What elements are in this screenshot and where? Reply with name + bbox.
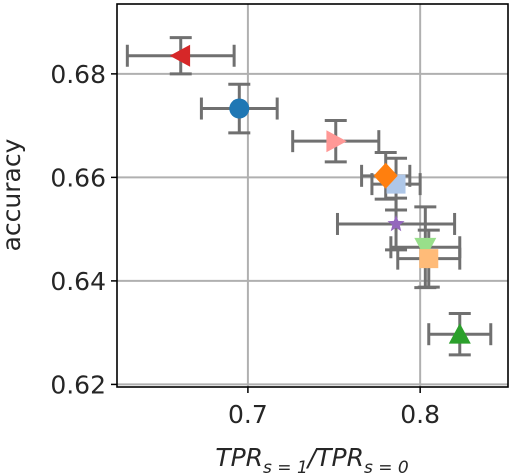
x-tick-label: 0.7 — [228, 400, 268, 429]
star-marker — [387, 215, 405, 232]
x-axis-label-base-2: TPR — [316, 443, 364, 472]
y-tick-label: 0.68 — [50, 60, 106, 89]
x-axis-label-sub-1: s = 1 — [263, 458, 308, 474]
x-axis-ticks: 0.7 0.8 — [228, 387, 440, 429]
triangle-down-marker — [414, 237, 437, 259]
grid-lines — [117, 4, 508, 387]
diamond-marker — [373, 162, 398, 189]
data-markers — [169, 44, 471, 344]
y-tick-label: 0.64 — [50, 267, 106, 296]
triangle-left-marker — [169, 44, 191, 67]
triangle-right-marker — [326, 130, 347, 153]
y-tick-label: 0.62 — [50, 370, 106, 399]
y-tick-label: 0.66 — [50, 163, 106, 192]
x-axis-label-separator: / — [306, 443, 319, 472]
error-bars — [125, 36, 493, 357]
y-axis-label: accuracy — [0, 138, 26, 251]
x-axis-label-base-1: TPR — [215, 443, 263, 472]
y-axis-ticks: 0.62 0.64 0.66 0.68 — [50, 60, 117, 399]
x-axis-label: TPRs = 1/TPRs = 0 — [215, 443, 408, 474]
x-tick-label: 0.8 — [400, 400, 440, 429]
square-marker — [419, 249, 439, 269]
x-axis-label-sub-2: s = 0 — [364, 458, 409, 474]
plot-frame — [116, 3, 509, 388]
circle-marker — [229, 98, 250, 119]
triangle-up-marker — [448, 323, 471, 344]
